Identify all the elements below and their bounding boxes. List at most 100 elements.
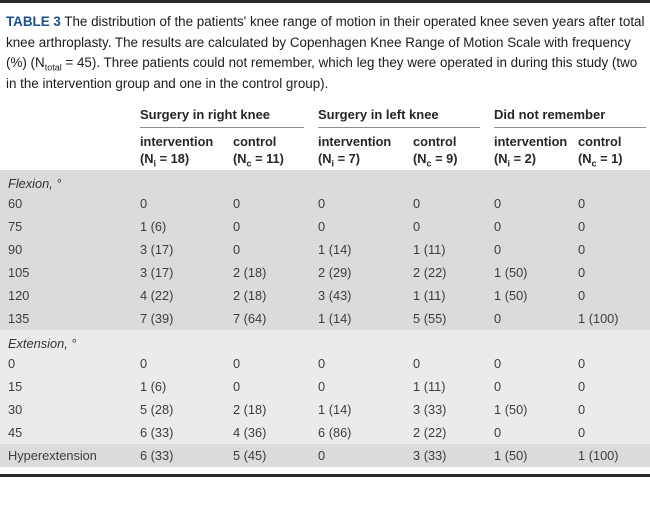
section-title: Extension, ° bbox=[8, 335, 77, 351]
cell-value: 0 bbox=[233, 379, 241, 395]
n-rest: = 18) bbox=[156, 151, 190, 167]
cell-value: 1 (50) bbox=[494, 288, 528, 304]
header-subcolumn-row: intervention (Ni = 18) control (Nc = 11) int… bbox=[0, 128, 650, 170]
column-header: control (Nc = 1) bbox=[578, 128, 650, 170]
table-caption-label: TABLE 3 bbox=[6, 14, 61, 29]
column-group-header: Did not remember bbox=[494, 102, 650, 129]
header-spacer-cell bbox=[0, 128, 140, 170]
column-group-label: Did not remember bbox=[494, 107, 647, 129]
cell-value: 0 bbox=[318, 379, 326, 395]
cell-value: 3 (17) bbox=[140, 242, 174, 258]
table-row: 30 5 (28) 2 (18) 1 (14) 3 (33) 1 (50) 0 bbox=[0, 398, 650, 422]
cell-value: 0 bbox=[578, 288, 586, 304]
n-subscript: c bbox=[426, 158, 432, 169]
cell-value: 2 (18) bbox=[233, 402, 267, 418]
n-rest: = 1) bbox=[596, 151, 623, 167]
n-rest: = 2) bbox=[510, 151, 537, 167]
column-header-arm-label: intervention bbox=[494, 134, 568, 150]
column-header: control (Nc = 11) bbox=[233, 128, 318, 170]
table-row: 45 6 (33) 4 (36) 6 (86) 2 (22) 0 0 bbox=[0, 421, 650, 445]
column-header-arm-label: control bbox=[578, 134, 622, 150]
n-prefix: (N bbox=[233, 151, 247, 167]
table-row: 75 1 (6) 0 0 0 0 0 bbox=[0, 215, 650, 239]
cell-value: 0 bbox=[494, 242, 502, 258]
cell-value: 5 (55) bbox=[413, 311, 447, 327]
cell-value: 0 bbox=[494, 425, 502, 441]
n-rest: = 7) bbox=[334, 151, 361, 167]
cell-value: 0 bbox=[578, 425, 586, 441]
cell-value: 6 (86) bbox=[318, 425, 352, 441]
cell-value: 0 bbox=[494, 356, 502, 372]
table-caption-text-before-sub: The distribution of the patients' knee r… bbox=[6, 14, 645, 71]
cell-value: 3 (17) bbox=[140, 265, 174, 281]
row-label: 15 bbox=[8, 379, 23, 395]
cell-value: 1 (11) bbox=[413, 242, 446, 258]
column-header-n-count: (Ni = 2) bbox=[494, 150, 578, 168]
cell-value: 0 bbox=[578, 402, 586, 418]
row-label: 135 bbox=[8, 311, 30, 327]
column-group-label: Surgery in left knee bbox=[318, 107, 481, 129]
n-prefix: (N bbox=[578, 151, 592, 167]
cell-value: 1 (100) bbox=[578, 311, 619, 327]
cell-value: 5 (28) bbox=[140, 402, 174, 418]
table-caption: TABLE 3 The distribution of the patients… bbox=[6, 12, 646, 94]
cell-value: 1 (50) bbox=[494, 402, 528, 418]
cell-value: 1 (6) bbox=[140, 219, 167, 235]
cell-value: 0 bbox=[318, 219, 326, 235]
table-body: Flexion, ° 60 0 0 0 0 0 0 75 1 (6) 0 0 0 0 0 90 3 (17) 0 1… bbox=[0, 170, 650, 468]
table-top-rule bbox=[0, 0, 650, 3]
cell-value: 0 bbox=[413, 219, 421, 235]
cell-value: 0 bbox=[494, 196, 502, 212]
cell-value: 6 (33) bbox=[140, 448, 174, 464]
n-subscript: c bbox=[246, 158, 252, 169]
cell-value: 1 (100) bbox=[578, 448, 619, 464]
table-row: 90 3 (17) 0 1 (14) 1 (11) 0 0 bbox=[0, 238, 650, 262]
column-header: control (Nc = 9) bbox=[413, 128, 494, 170]
row-label: 60 bbox=[8, 196, 23, 212]
row-label: 105 bbox=[8, 265, 30, 281]
table-caption-text-after-sub: = 45). Three patients could not remember… bbox=[6, 55, 638, 91]
cell-value: 0 bbox=[140, 196, 148, 212]
row-label: Hyperextension bbox=[8, 448, 97, 464]
cell-value: 0 bbox=[578, 242, 586, 258]
n-subscript: i bbox=[153, 158, 157, 169]
n-rest: = 11) bbox=[251, 151, 284, 167]
cell-value: 0 bbox=[233, 219, 241, 235]
cell-value: 5 (45) bbox=[233, 448, 267, 464]
column-group-header: Surgery in right knee bbox=[140, 102, 318, 129]
row-label: 30 bbox=[8, 402, 23, 418]
table-row: 105 3 (17) 2 (18) 2 (29) 2 (22) 1 (50) 0 bbox=[0, 261, 650, 285]
cell-value: 0 bbox=[578, 265, 586, 281]
cell-value: 2 (22) bbox=[413, 425, 447, 441]
table-row: 15 1 (6) 0 0 1 (11) 0 0 bbox=[0, 375, 650, 399]
column-header-n-count: (Nc = 1) bbox=[578, 150, 650, 168]
table-row: 135 7 (39) 7 (64) 1 (14) 5 (55) 0 1 (100) bbox=[0, 307, 650, 331]
column-header-n-count: (Nc = 9) bbox=[413, 150, 494, 169]
cell-value: 0 bbox=[578, 219, 586, 235]
column-header: intervention (Ni = 18) bbox=[140, 128, 233, 170]
cell-value: 1 (11) bbox=[413, 288, 446, 304]
column-group-header: Surgery in left knee bbox=[318, 102, 494, 129]
row-label: 0 bbox=[8, 356, 16, 372]
column-header-arm-label: control bbox=[413, 134, 457, 150]
cell-value: 7 (64) bbox=[233, 311, 267, 327]
section-header-row: Extension, ° bbox=[0, 330, 650, 353]
column-header-n-count: (Ni = 18) bbox=[140, 150, 233, 169]
column-group-label: Surgery in right knee bbox=[140, 107, 305, 129]
cell-value: 0 bbox=[318, 448, 326, 464]
cell-value: 1 (50) bbox=[494, 265, 528, 281]
cell-value: 0 bbox=[233, 196, 241, 212]
column-header-arm-label: intervention bbox=[140, 134, 214, 150]
column-header-n-count: (Ni = 7) bbox=[318, 150, 413, 168]
row-label: 75 bbox=[8, 219, 23, 235]
cell-value: 1 (14) bbox=[318, 402, 352, 418]
column-header-arm-label: intervention bbox=[318, 134, 392, 150]
row-label: 90 bbox=[8, 242, 23, 258]
cell-value: 2 (22) bbox=[413, 265, 447, 281]
cell-value: 0 bbox=[140, 356, 148, 372]
column-header: intervention (Ni = 2) bbox=[494, 128, 578, 170]
cell-value: 0 bbox=[578, 196, 586, 212]
column-header-arm-label: control bbox=[233, 134, 277, 150]
cell-value: 0 bbox=[494, 379, 502, 395]
cell-value: 0 bbox=[578, 356, 586, 372]
